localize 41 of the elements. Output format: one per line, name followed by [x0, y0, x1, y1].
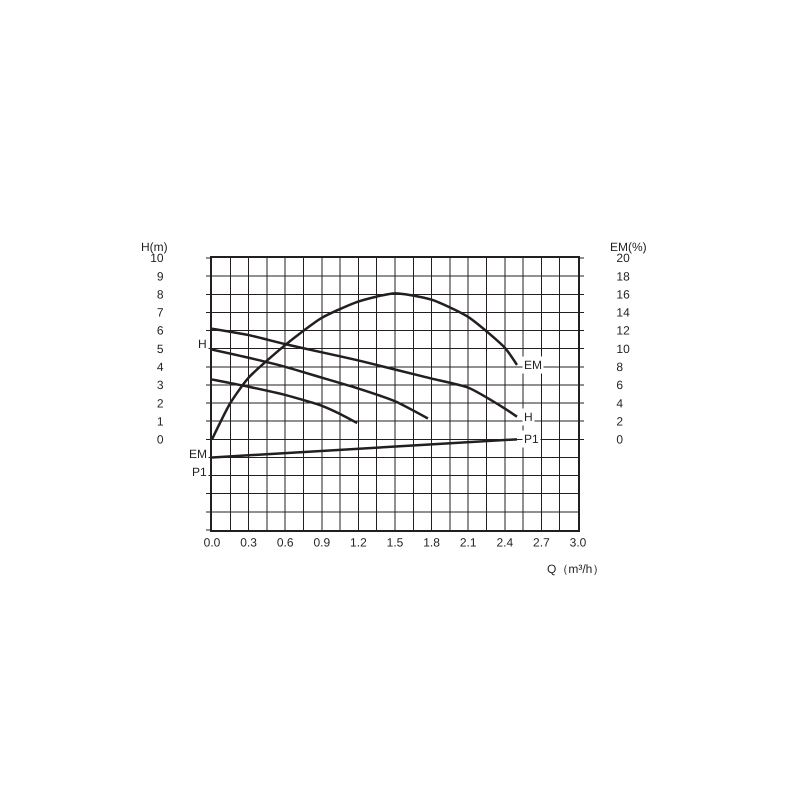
x-tick-label: 0.0 [204, 535, 221, 550]
text: EM [524, 358, 542, 372]
y-tick-label: 5 [156, 342, 164, 356]
x-tick-label: 1.2 [350, 535, 368, 550]
x-tick-label: 2.1 [460, 535, 477, 550]
y2-tick-label: 0 [616, 432, 624, 447]
y2-tick-label: 14 [616, 306, 630, 320]
legend-label: P1 [192, 465, 208, 479]
x-tick-label: 0.9 [313, 535, 330, 550]
y-tick-label: 4 [156, 360, 164, 374]
y-tick-label: 0 [156, 432, 164, 447]
x-tick-label: 1.8 [423, 535, 440, 550]
y2-tick-label: 18 [616, 269, 630, 284]
x-tick-label: 3.0 [570, 535, 587, 550]
y2-tick-label: 12 [616, 324, 630, 338]
y-tick-label: 2 [156, 396, 164, 410]
y2-tick-label: 16 [616, 287, 630, 302]
y2-tick-label: 8 [616, 360, 624, 374]
y-tick-label: 9 [156, 269, 164, 284]
y-tick-label: 7 [156, 306, 164, 320]
y2-axis-title: EM(%) [610, 240, 647, 254]
x-axis-title: Q（m³/h） [547, 562, 604, 576]
x-tick-label: 0.3 [240, 535, 258, 550]
text: H [524, 410, 533, 424]
x-tick-label: 1.5 [386, 535, 404, 550]
legend-label: EM [189, 447, 208, 461]
legend-label: H [198, 337, 207, 351]
x-tick-label: 0.6 [276, 535, 294, 550]
y-tick-label: 1 [156, 414, 164, 428]
y-tick-label: 3 [156, 378, 164, 392]
y2-tick-label: 4 [616, 396, 624, 410]
text: P1 [524, 432, 539, 446]
x-tick-label: 2.7 [533, 535, 550, 550]
y-tick-label: 6 [156, 324, 164, 338]
y2-tick-label: 20 [616, 251, 630, 266]
y2-tick-label: 2 [616, 414, 624, 428]
y2-tick-label: 10 [616, 342, 630, 356]
y-tick-label: 8 [156, 287, 164, 302]
y-axis-title: H(m) [141, 240, 168, 254]
x-tick-label: 2.4 [496, 535, 514, 550]
y2-tick-label: 6 [616, 378, 624, 392]
